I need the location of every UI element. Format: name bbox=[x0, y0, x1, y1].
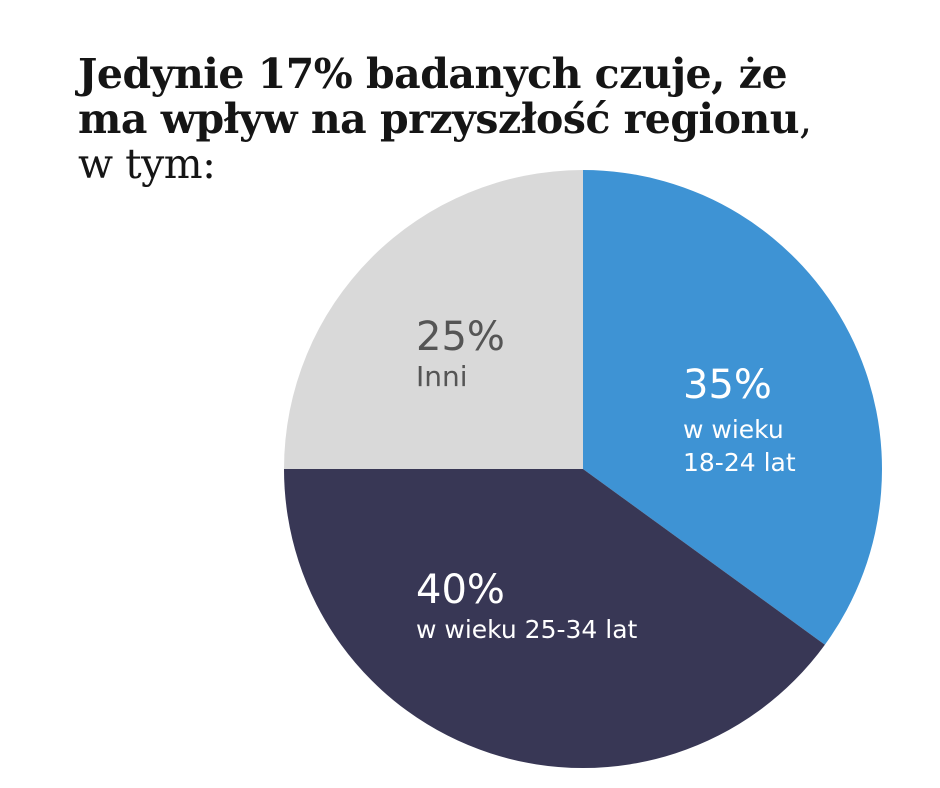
title-bold-part: Jedynie 17% badanych czuje, że ma wpływ … bbox=[78, 50, 800, 143]
pie-slice-w-wieku-18-24-lat bbox=[583, 170, 882, 645]
slice-label-group-inni: 25%Inni bbox=[416, 314, 505, 393]
slice-value-label: 25% bbox=[416, 314, 505, 360]
slice-label-group-w-wieku-18-24-lat: 35% w wieku 18-24 lat bbox=[683, 362, 796, 477]
slice-category-label: Inni bbox=[416, 360, 468, 393]
pie-slice-w-wieku-25-34-lat bbox=[284, 469, 825, 768]
slice-value-label: 40% bbox=[416, 567, 505, 613]
title-normal-part: , w tym: bbox=[78, 95, 812, 188]
slice-category-label: w wieku bbox=[683, 415, 784, 444]
slice-category-label: 18-24 lat bbox=[683, 448, 796, 477]
slice-category-label: w wieku 25-34 lat bbox=[416, 615, 638, 644]
slice-label-group-w-wieku-25-34-lat: 40%w wieku 25-34 lat bbox=[416, 567, 638, 644]
chart-title: Jedynie 17% badanych czuje, że ma wpływ … bbox=[78, 52, 838, 187]
slice-value-label: 35% bbox=[683, 362, 772, 408]
pie-slice-inni bbox=[284, 170, 583, 469]
